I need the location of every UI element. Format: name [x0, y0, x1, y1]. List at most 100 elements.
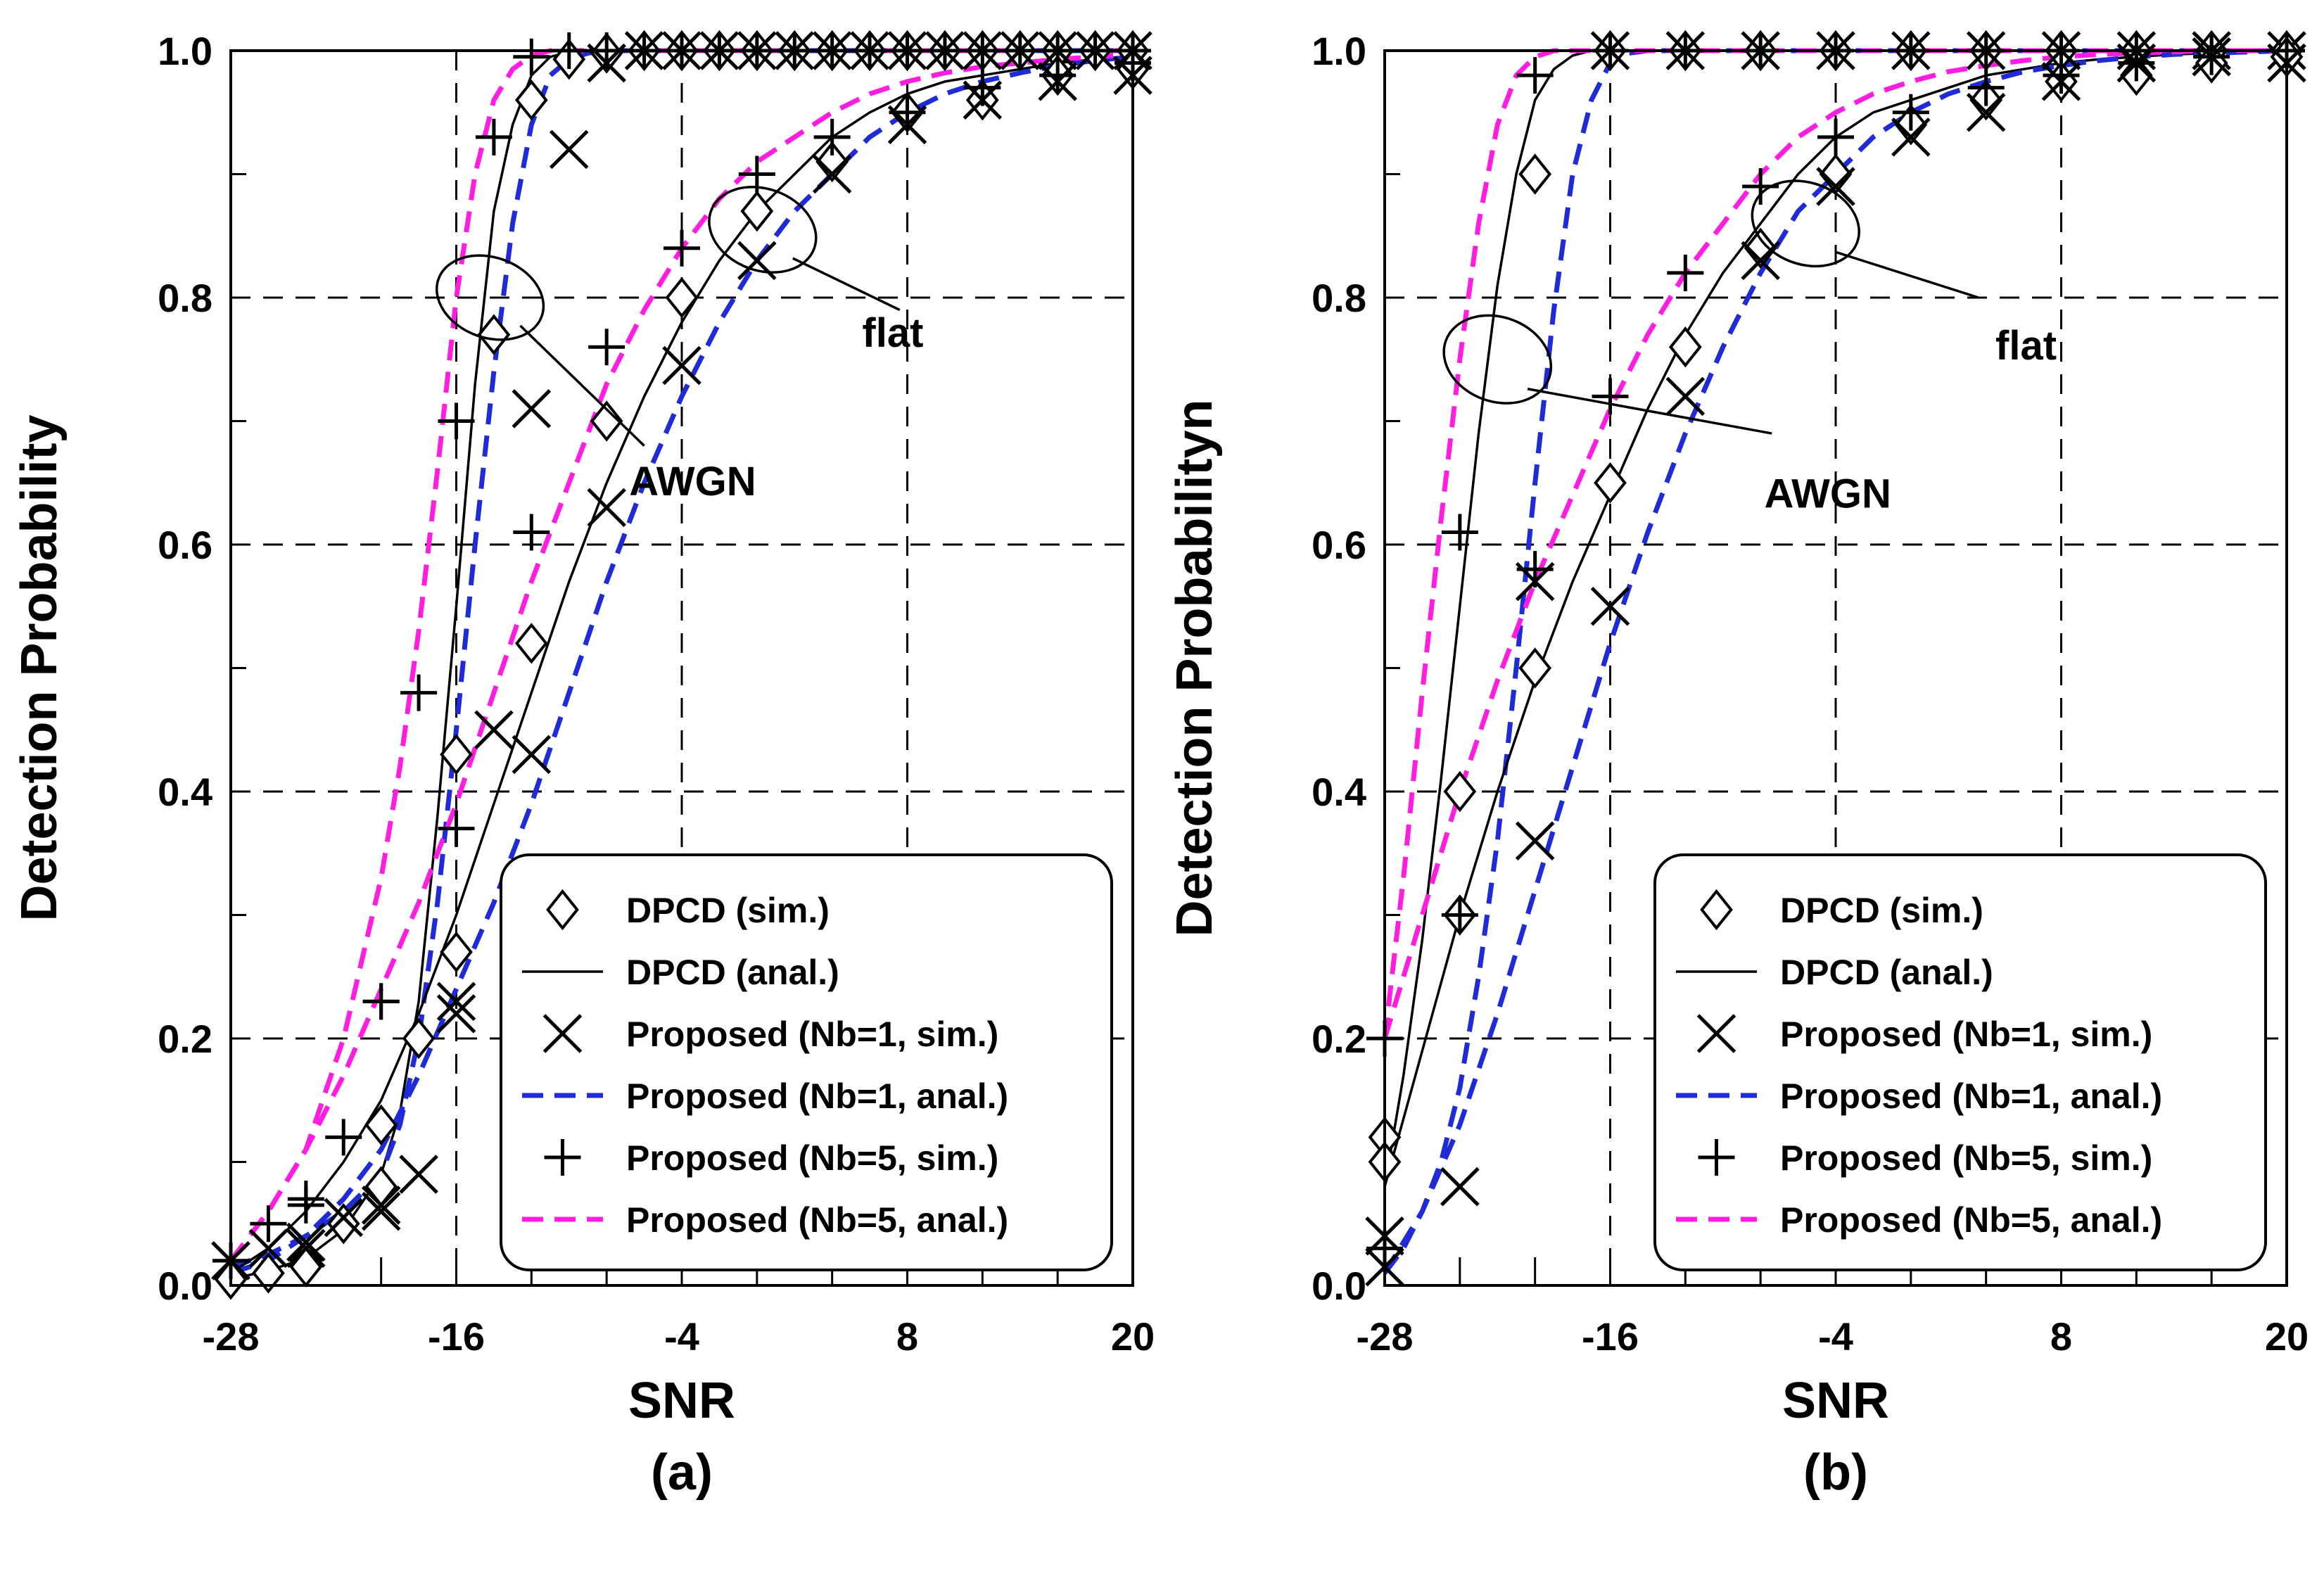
data-point — [812, 154, 852, 194]
y-tick-label: 0.6 — [158, 523, 212, 567]
panel-label: (b) — [1803, 1444, 1868, 1501]
data-point — [1744, 227, 1777, 269]
data-point — [287, 1181, 324, 1218]
y-tick-label: 0.8 — [1312, 276, 1366, 320]
data-point — [440, 931, 473, 973]
legend-symbol — [1698, 1139, 1735, 1176]
data-point — [512, 389, 552, 428]
panel-b: -28 -16 -4 8 20 0.0 0.2 0.4 0.6 0.8 1.0 SNR Detectio… — [1167, 29, 2309, 1501]
data-point — [1440, 1167, 1480, 1207]
data-point — [1665, 376, 1706, 417]
data-point — [1816, 167, 1855, 206]
legend-symbol — [1700, 889, 1733, 931]
y-tick-label: 0.0 — [158, 1264, 212, 1308]
data-point — [964, 69, 1001, 106]
data-point — [325, 1119, 362, 1156]
plot-frame — [229, 49, 1134, 1287]
legend: DPCD (sim.) DPCD (anal.) Proposed (Nb=1, s… — [1653, 853, 2267, 1271]
annotation-label: AWGN — [629, 459, 756, 504]
annotations: AWGN flat — [1442, 179, 2057, 516]
data-point — [361, 1186, 401, 1225]
data-point — [1516, 551, 1554, 588]
annotation-ellipse — [1442, 314, 1553, 405]
data-point — [436, 981, 476, 1022]
data-point — [400, 674, 438, 711]
data-point — [740, 190, 774, 232]
panel-a: -28 -16 -4 8 20 0.0 0.2 0.4 0.6 0.8 1.0 SNR Detectio… — [11, 29, 1155, 1501]
data-point — [440, 734, 473, 775]
x-axis-title: SNR — [628, 1373, 735, 1429]
x-tick-label: -16 — [428, 1314, 485, 1359]
series-line-flat-11 — [1382, 48, 2287, 1040]
plot-frame — [1383, 49, 2288, 1287]
legend-label: Proposed (Nb=1, sim.) — [626, 1015, 998, 1054]
data-point — [1441, 896, 1478, 934]
legend-label: DPCD (anal.) — [626, 953, 839, 992]
x-tick-label: -28 — [203, 1314, 260, 1359]
legend-symbol — [546, 889, 579, 931]
y-tick-label: 0.2 — [1312, 1017, 1366, 1061]
data-point — [1892, 94, 1929, 131]
data-point — [399, 1155, 438, 1194]
data-point — [1443, 770, 1477, 813]
data-point — [1518, 647, 1552, 689]
y-axis-title: Detection Probabilityn — [1167, 399, 1223, 936]
data-point — [587, 488, 626, 528]
data-point — [477, 314, 511, 355]
legend-label: Proposed (Nb=5, sim.) — [1780, 1138, 2152, 1178]
data-point — [663, 229, 700, 267]
data-point — [1741, 241, 1780, 281]
data-point — [512, 735, 552, 775]
data-point — [286, 1228, 326, 1269]
data-point — [324, 1197, 364, 1238]
data-point — [1967, 69, 2005, 106]
data-point — [436, 994, 476, 1034]
data-point — [362, 983, 400, 1020]
legend: DPCD (sim.) DPCD (anal.) Proposed (Nb=1, s… — [500, 853, 1113, 1271]
x-tick-label: 8 — [2050, 1314, 2072, 1359]
data-point — [662, 345, 701, 386]
data-point — [1515, 821, 1555, 860]
data-point — [514, 79, 548, 121]
x-tick-label: 20 — [2265, 1314, 2309, 1359]
legend-symbol — [544, 1139, 581, 1176]
data-point — [513, 514, 550, 551]
x-tick-label: -28 — [1357, 1314, 1414, 1359]
data-point — [438, 402, 475, 440]
legend-label: DPCD (sim.) — [1780, 891, 1983, 930]
data-point — [1518, 153, 1552, 195]
y-tick-label: 1.0 — [158, 29, 212, 73]
legend-label: Proposed (Nb=5, sim.) — [626, 1138, 998, 1178]
annotation-label: flat — [1995, 323, 2057, 369]
annotation-ellipse — [708, 186, 818, 274]
annotation-leader — [1527, 388, 1772, 435]
x-axis-title: SNR — [1782, 1373, 1889, 1429]
data-point — [1594, 462, 1627, 504]
data-point — [2193, 38, 2230, 75]
annotation-ellipse — [435, 254, 545, 341]
data-point — [326, 1203, 360, 1245]
y-tick-label: 0.0 — [1312, 1264, 1366, 1308]
y-tick-label: 0.8 — [158, 276, 212, 320]
legend-label: Proposed (Nb=5, anal.) — [626, 1200, 1008, 1240]
y-tick-label: 0.4 — [1312, 770, 1366, 814]
legend-label: Proposed (Nb=5, anal.) — [1780, 1200, 2162, 1240]
y-tick-label: 0.6 — [1312, 523, 1366, 567]
data-point — [252, 1252, 285, 1294]
data-point — [248, 1228, 288, 1269]
annotations: AWGN flat — [435, 186, 923, 504]
legend-label: DPCD (anal.) — [1780, 953, 1993, 992]
data-point — [1668, 326, 1702, 368]
data-point — [364, 1104, 398, 1146]
y-tick-label: 1.0 — [1312, 29, 1366, 73]
data-point — [475, 118, 512, 155]
x-tick-label: -4 — [664, 1314, 699, 1359]
legend-label: Proposed (Nb=1, sim.) — [1780, 1015, 2152, 1054]
data-point — [889, 94, 926, 131]
data-point — [1441, 514, 1478, 551]
data-point — [438, 810, 475, 847]
data-point — [286, 1222, 326, 1262]
data-point — [514, 623, 548, 664]
x-tick-label: 8 — [896, 1314, 918, 1359]
